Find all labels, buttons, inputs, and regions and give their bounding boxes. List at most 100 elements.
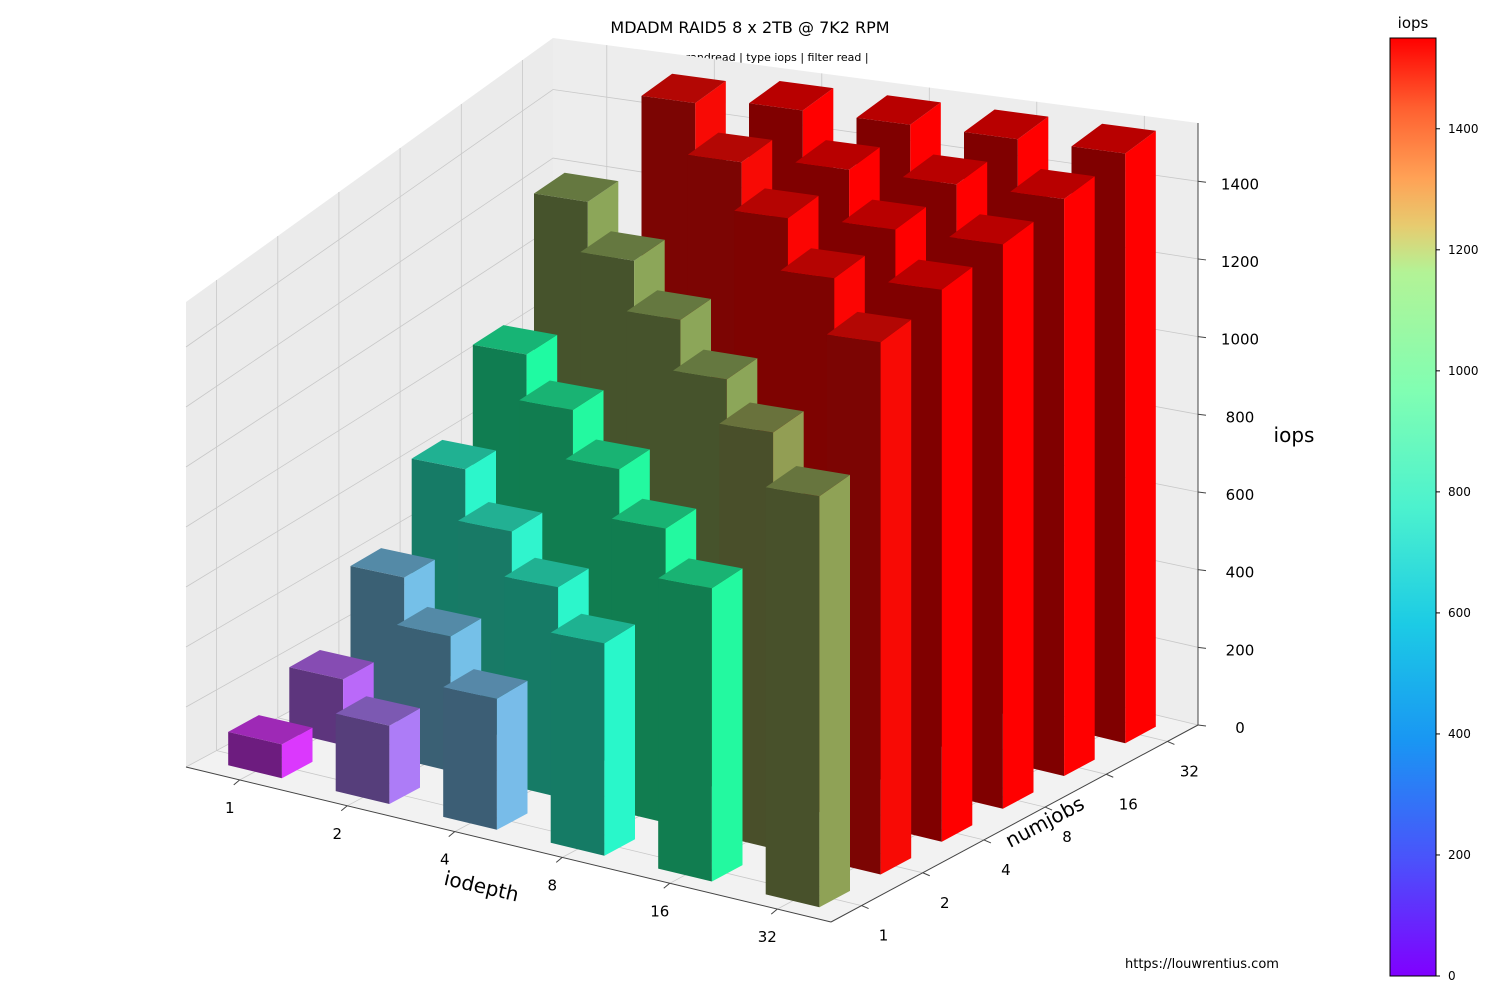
bar-x16-y1: [658, 558, 743, 882]
y-tick-label: 32: [1180, 762, 1199, 780]
bar-face-top: [550, 613, 635, 644]
z-tick-mark: [1197, 646, 1207, 649]
z-tick-label: 1400: [1221, 175, 1259, 193]
colorbar-gradient: [1389, 37, 1437, 977]
bar-face-top: [749, 81, 834, 111]
bar-face-front: [765, 487, 820, 908]
bar-face-top: [534, 172, 619, 202]
y-tick-label: 8: [1062, 828, 1072, 846]
bar-face-side: [941, 267, 973, 842]
bar-face-top: [734, 188, 819, 219]
bar-face-side: [711, 568, 743, 882]
bar-face-side: [1125, 130, 1156, 744]
bar-face-side: [1064, 176, 1095, 777]
x-tick-label: 16: [650, 902, 669, 920]
colorbar-tick-label: 800: [1448, 485, 1471, 499]
bar-face-top: [580, 231, 665, 261]
z-tick-mark: [1197, 569, 1207, 572]
bar-x1-y1: [228, 715, 313, 779]
bar-face-top: [350, 548, 435, 578]
z-tick-label: 1000: [1221, 331, 1259, 349]
bar-x2-y1: [335, 696, 420, 804]
bar-x32-y1: [765, 466, 850, 908]
bar-face-side: [880, 319, 912, 875]
bar-face-side: [1002, 221, 1034, 809]
z-tick-mark: [1197, 258, 1207, 261]
x-tick-mark: [448, 831, 456, 837]
bar-face-front: [550, 632, 605, 856]
bar-face-top: [504, 557, 589, 588]
bar-face-top: [765, 466, 850, 497]
bar-x4-y1: [443, 669, 528, 830]
z-tick-label: 1200: [1221, 253, 1259, 271]
bar-face-side: [389, 708, 420, 804]
x-axis-label: iodepth: [442, 866, 521, 906]
source-url: https://louwrentius.com: [1125, 957, 1279, 972]
z-tick-label: 600: [1226, 486, 1255, 504]
bar-face-top: [841, 199, 926, 230]
z-tick-mark: [1197, 180, 1207, 183]
colorbar-label: iops: [1398, 14, 1429, 32]
bar-x8-y1: [550, 613, 635, 856]
bar-face-top: [335, 696, 420, 726]
x-axis-line: [185, 766, 832, 923]
z-tick-label: 200: [1226, 641, 1255, 659]
bar-face-top: [641, 73, 726, 104]
bar-face-top: [458, 502, 543, 532]
y-tick-mark: [922, 872, 930, 877]
bar-face-top: [949, 214, 1034, 245]
bar-face-front: [443, 687, 497, 830]
x-tick-mark: [770, 908, 778, 915]
bar-face-top: [411, 439, 496, 470]
colorbar-tick-label: 400: [1448, 727, 1471, 741]
y-tick-label: 1: [879, 927, 889, 945]
y-tick-mark: [1044, 806, 1053, 811]
x-tick-label: 1: [225, 799, 235, 817]
bar-face-top: [611, 498, 697, 529]
bar-face-top: [658, 558, 743, 589]
bar-face-top: [888, 259, 973, 290]
y-tick-mark: [861, 905, 869, 910]
bar-face-front: [658, 578, 712, 882]
x-tick-label: 4: [440, 851, 450, 869]
y-tick-mark: [1106, 773, 1114, 778]
z-tick-mark: [1197, 724, 1207, 727]
chart-title: MDADM RAID5 8 x 2TB @ 7K2 RPM: [610, 18, 890, 37]
bar-face-front: [335, 713, 390, 804]
y-tick-label: 2: [940, 894, 950, 912]
bar-face-top: [780, 248, 865, 279]
y-tick-label: 16: [1119, 795, 1138, 813]
bar-face-top: [472, 325, 558, 355]
colorbar-tick-label: 1400: [1448, 122, 1479, 136]
bar-face-top: [228, 715, 313, 745]
bar-face-top: [565, 439, 650, 470]
bar-face-side: [496, 680, 528, 830]
colorbar-tick-label: 1000: [1448, 364, 1479, 378]
bar-face-top: [964, 109, 1049, 140]
bar-face-side: [281, 727, 313, 779]
bar-face-top: [626, 290, 711, 320]
y-tick-label: 4: [1001, 861, 1011, 879]
z-tick-label: 400: [1226, 564, 1255, 582]
bars: [228, 73, 1156, 908]
bar-face-top: [1071, 123, 1156, 154]
z-tick-mark: [1197, 413, 1207, 416]
bar-face-top: [289, 650, 374, 680]
x-tick-mark: [555, 857, 563, 863]
colorbar: iops 0 200 400 600 800 1000 1200 1400: [1389, 14, 1479, 983]
colorbar-tick-label: 0: [1448, 969, 1456, 983]
bar-face-top: [443, 669, 528, 699]
y-tick-mark: [1167, 740, 1175, 745]
bar-face-top: [687, 132, 773, 163]
z-tick-mark: [1197, 491, 1207, 494]
bar-face-top: [673, 349, 758, 380]
axis-lines: [185, 123, 1199, 923]
colorbar-tick-label: 200: [1448, 848, 1471, 862]
z-axis-label: iops: [1274, 423, 1315, 447]
bar-face-top: [795, 140, 880, 170]
y-tick-mark: [983, 839, 992, 844]
bar-face-top: [856, 95, 941, 125]
bar-face-front: [228, 731, 282, 779]
bar-face-top: [396, 606, 482, 637]
